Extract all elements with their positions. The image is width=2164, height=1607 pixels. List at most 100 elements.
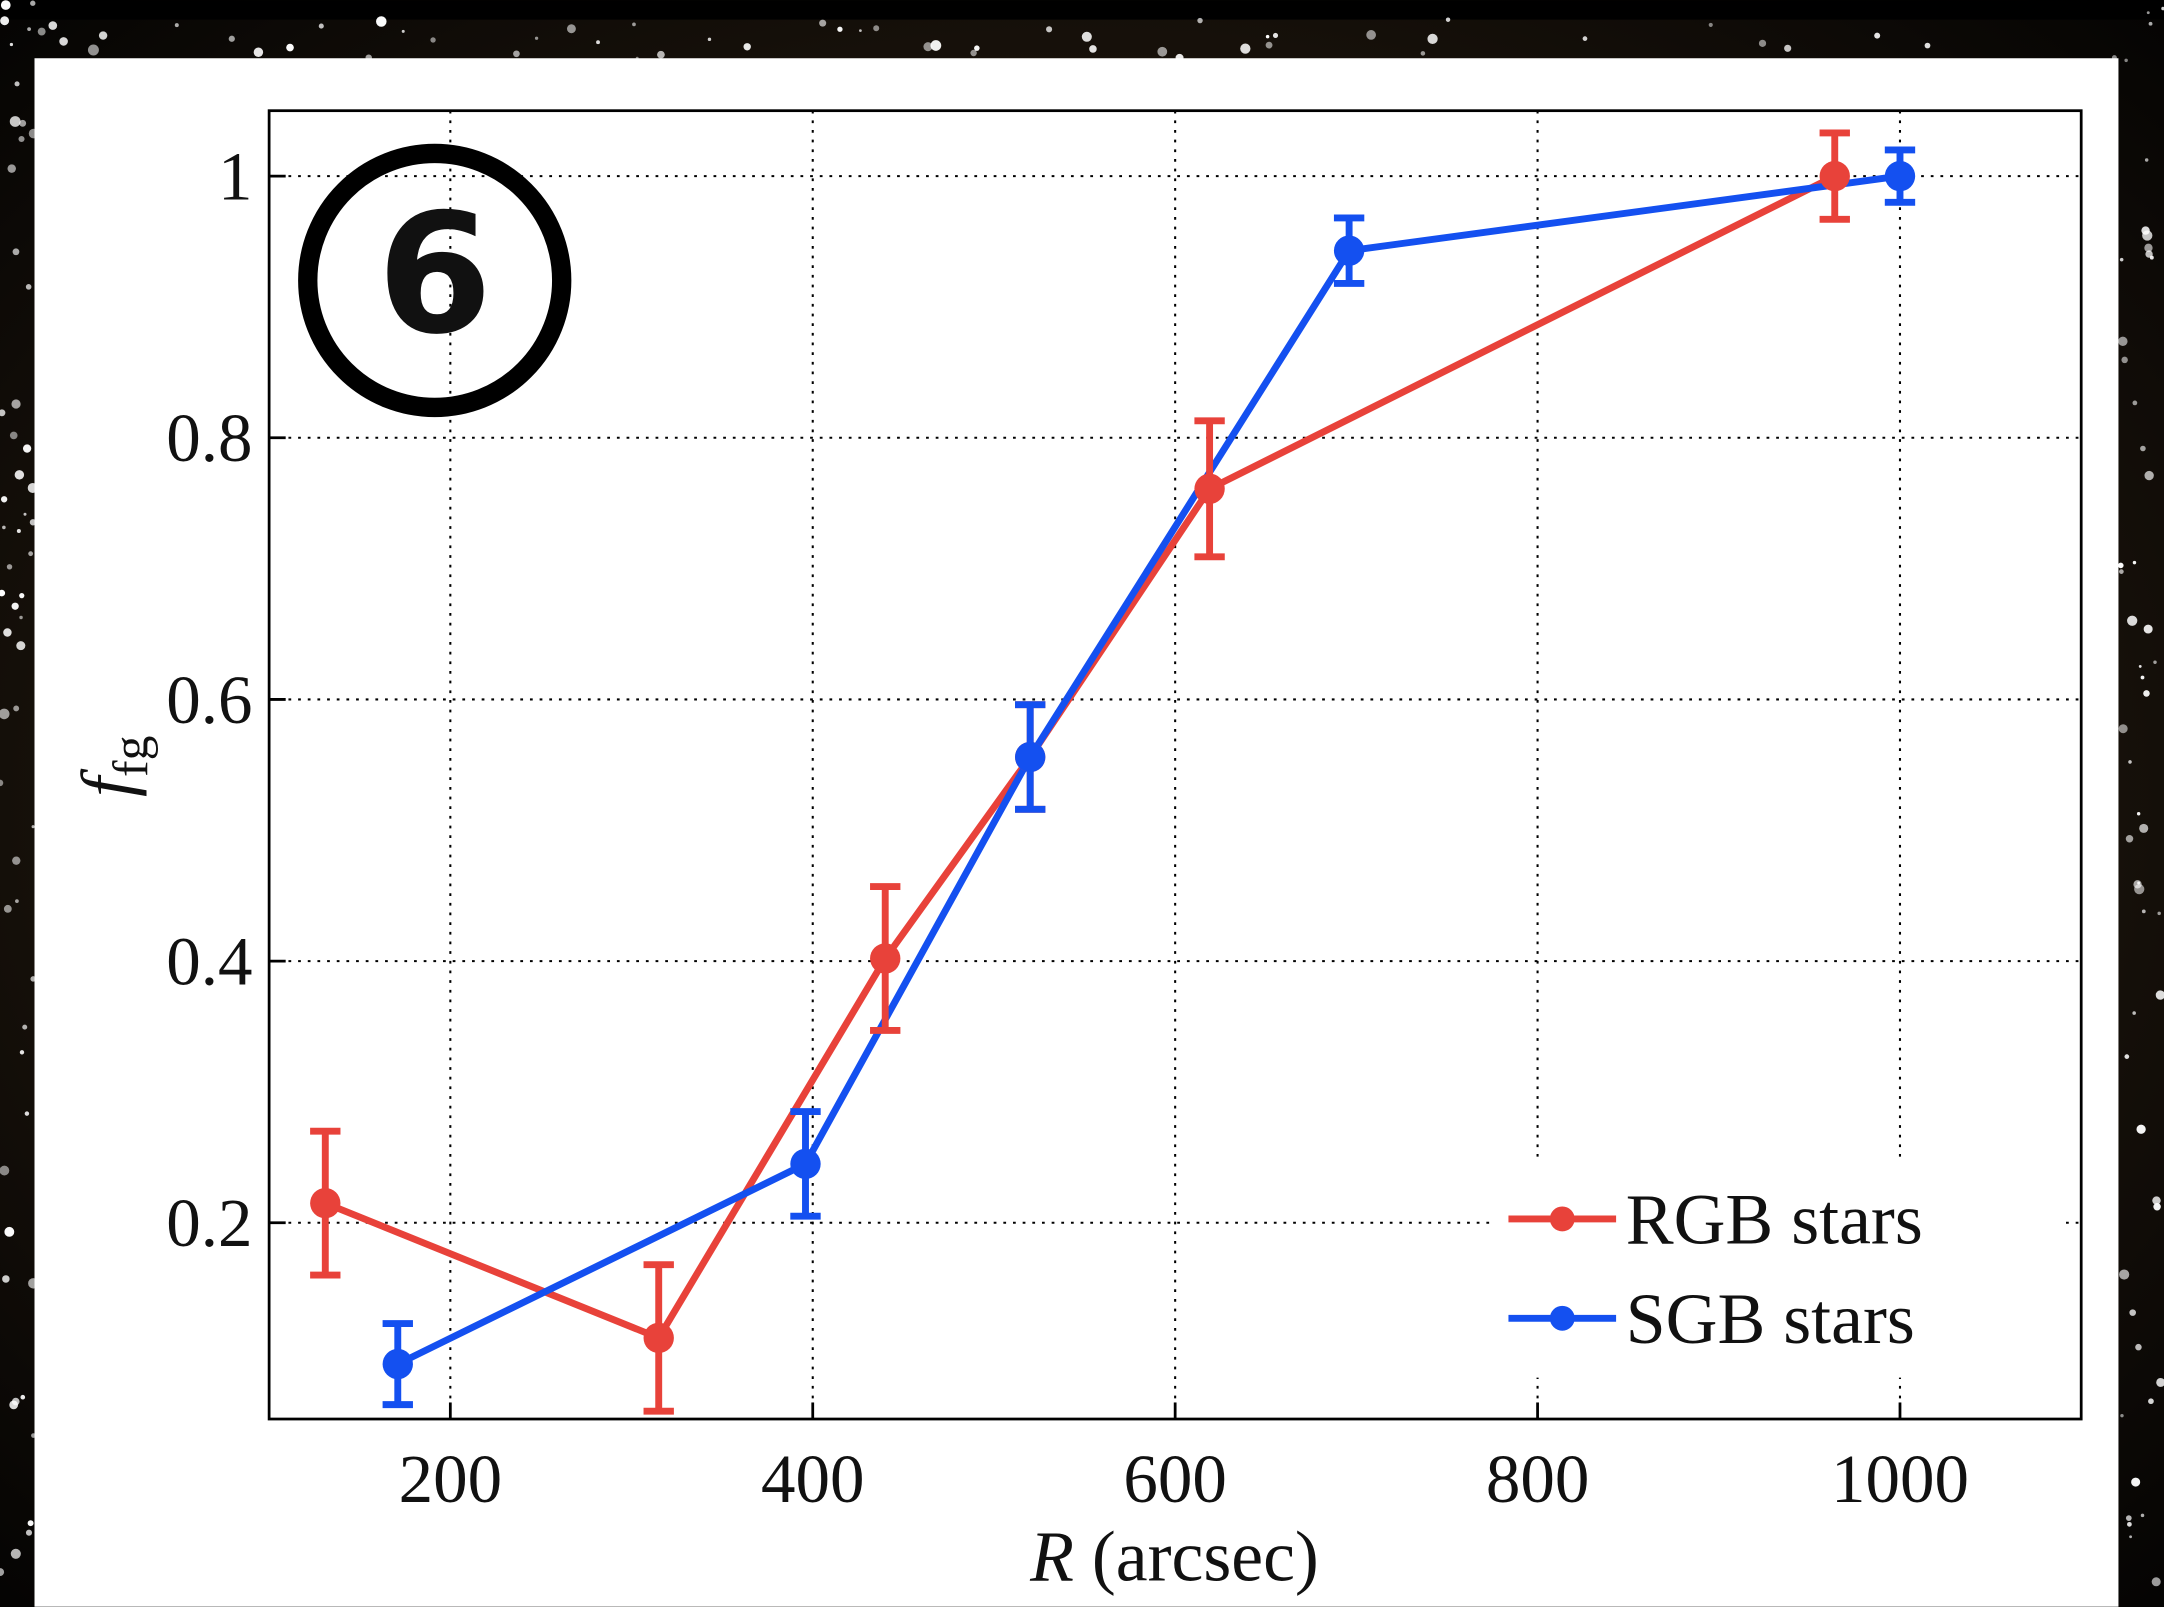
star [837,26,843,32]
star [12,856,21,865]
star [2132,400,2138,406]
star [819,19,827,27]
star [930,40,942,51]
star [2124,1054,2130,1059]
annotation-circle [298,143,572,418]
star [657,50,665,59]
star [0,496,8,503]
star [1272,32,1279,39]
star [2156,1377,2164,1387]
star [1924,42,1931,49]
star [1157,46,1168,57]
star [318,23,324,29]
star [14,470,25,480]
star [2118,336,2128,347]
x-tick-label: 1000 [1831,1441,1969,1517]
star [0,589,6,597]
star [13,705,20,712]
star [0,0,11,10]
star [2125,834,2134,843]
star [1366,30,1376,40]
star [0,1568,5,1577]
legend: RGB stars SGB stars [1494,1156,2061,1378]
star [2118,724,2128,734]
point [1819,160,1850,192]
star [2142,230,2153,241]
legend-box [1494,1156,2061,1378]
star [22,1024,28,1030]
star [1874,32,1881,39]
star [974,45,980,51]
star [1445,17,1451,22]
star [2148,21,2153,26]
star [2131,1477,2141,1487]
star [707,37,712,42]
star [7,164,16,173]
star [2129,1309,2136,1316]
star [1582,36,1588,41]
star [12,248,20,256]
star [19,593,25,599]
point [1194,473,1225,504]
star [0,779,4,787]
star [1265,41,1273,49]
y-tick-label: 1 [218,139,253,215]
grid: 200 400 600 800 1000 0.2 0.4 0.6 0.8 1 [166,110,2082,1517]
star [10,1548,21,1559]
point [382,1348,413,1380]
star [2127,1521,2132,1527]
star [2124,58,2128,63]
star [2125,1515,2132,1521]
star [31,825,35,829]
x-tick-label: 200 [399,1441,503,1517]
star [253,47,264,57]
star [28,551,34,557]
star [2143,624,2153,634]
star [27,1520,34,1527]
star [9,42,14,47]
star [1427,33,1438,45]
star [19,615,23,620]
star [20,1394,26,1400]
star [1240,43,1251,54]
star [2145,250,2153,258]
star [2,1275,10,1283]
star [401,29,405,33]
star [1758,39,1767,47]
star [25,284,32,290]
star [2140,1513,2145,1518]
star [19,119,27,127]
plot: RGB stars SGB stars [310,129,2061,1415]
star [15,899,19,904]
star [228,35,235,42]
star [2152,1196,2161,1205]
star [48,21,58,30]
star [2127,615,2138,626]
star [2132,560,2137,565]
star [923,42,933,52]
star [9,1400,19,1410]
y-tick-label: 0.6 [166,662,252,738]
legend-label: RGB stars [1626,1180,1923,1260]
x-tick-label: 400 [761,1441,865,1517]
star [2144,243,2153,253]
star [9,116,21,127]
series-line [324,173,1837,1342]
star [2151,1577,2161,1587]
annotation: 6 [377,179,492,372]
y-tick-label: 0.2 [166,1185,252,1261]
star [873,25,880,32]
star [2120,1413,2124,1418]
star [11,399,21,409]
star [2143,690,2150,697]
star [2135,1343,2142,1351]
star [2129,1535,2133,1539]
star [2161,6,2164,11]
legend-marker [1549,1206,1575,1232]
star [970,49,977,57]
star [2148,1398,2154,1405]
star [37,27,46,36]
star [1708,22,1713,27]
